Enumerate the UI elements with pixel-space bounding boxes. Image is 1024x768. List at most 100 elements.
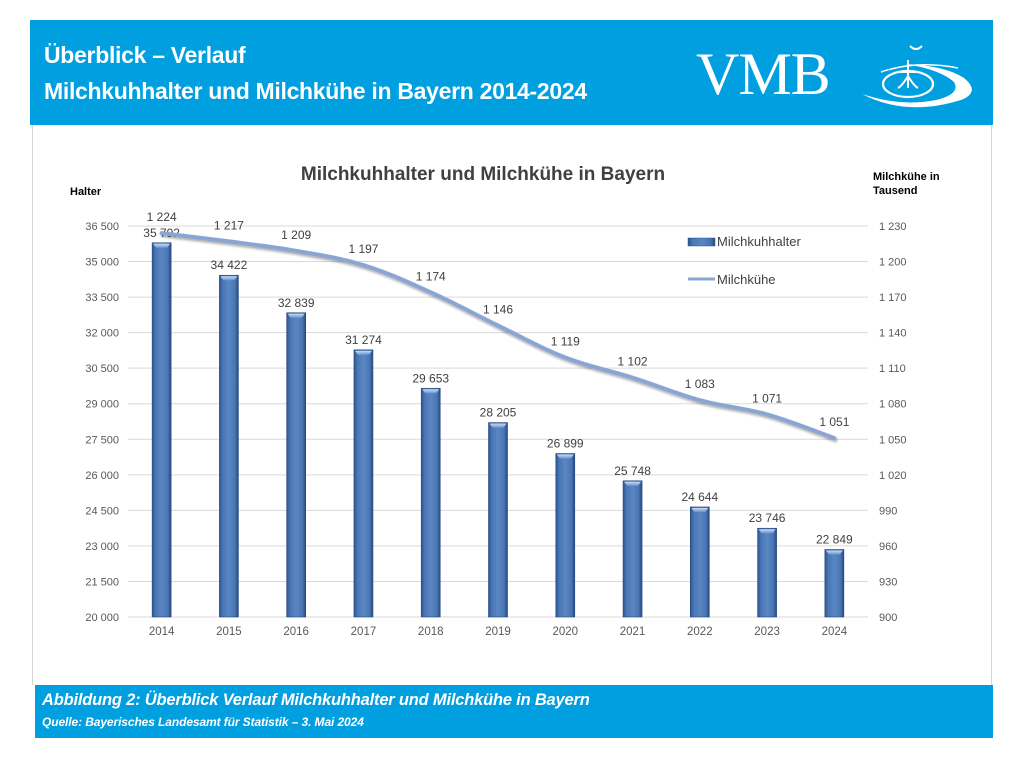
bar-cap xyxy=(489,423,507,428)
bar-cap xyxy=(556,454,574,459)
bar xyxy=(622,480,643,618)
source-note: Quelle: Bayerisches Landesamt für Statis… xyxy=(42,715,364,729)
bar-data-label: 26 899 xyxy=(547,437,584,451)
bar-series-milchkuhhalter xyxy=(151,242,845,618)
y-right-tick-label: 1 200 xyxy=(879,257,907,269)
y-left-tick-label: 36 500 xyxy=(85,221,119,233)
bar-data-label: 29 653 xyxy=(412,371,449,385)
vmb-logo-icon xyxy=(862,45,972,108)
y-right-tick-label: 1 050 xyxy=(879,434,907,446)
bar-2022 xyxy=(690,506,710,618)
line-data-label: 1 146 xyxy=(483,303,513,317)
bar xyxy=(488,422,508,618)
legend-item-milchkuehe: Milchkühe xyxy=(717,272,776,287)
bar-cap xyxy=(422,389,440,394)
bar xyxy=(690,506,710,618)
bar-2020 xyxy=(555,453,576,618)
bar-cap xyxy=(287,313,305,318)
header-band: Überblick – Verlauf Milchkuhhalter und M… xyxy=(30,20,993,125)
chart-title: Milchkuhhalter und Milchkühe in Bayern xyxy=(301,164,665,185)
line-data-label: 1 083 xyxy=(685,377,715,391)
x-tick-label: 2017 xyxy=(351,626,377,638)
y-left-ticks: 20 000 21 500 23 000 24 500 26 000 27 500 29 0… xyxy=(85,221,119,624)
bar xyxy=(420,387,441,618)
bar-2024 xyxy=(824,549,845,618)
y-left-tick-label: 26 000 xyxy=(85,470,119,482)
y-right-tick-label: 1 170 xyxy=(879,292,907,304)
bar-2016 xyxy=(286,312,306,618)
bar-cap xyxy=(220,276,238,281)
vmb-logo: VMB xyxy=(696,42,986,112)
y-right-tick-label: 960 xyxy=(879,541,897,553)
bar xyxy=(824,549,845,618)
bar xyxy=(555,453,576,618)
bar-cap xyxy=(624,481,642,486)
bar-2019 xyxy=(488,422,508,618)
y-left-tick-label: 33 500 xyxy=(85,292,119,304)
legend: Milchkuhhalter Milchkühe xyxy=(687,234,801,287)
x-tick-label: 2018 xyxy=(418,626,444,638)
x-tick-label: 2015 xyxy=(216,626,242,638)
line-data-label: 1 217 xyxy=(214,218,244,232)
bar-2021 xyxy=(622,480,643,618)
y-right-tick-label: 1 080 xyxy=(879,399,907,411)
bar-data-label: 31 274 xyxy=(345,333,382,347)
bar xyxy=(353,349,374,618)
line-data-label: 1 209 xyxy=(281,228,311,242)
y-left-tick-label: 27 500 xyxy=(85,434,119,446)
x-tick-label: 2014 xyxy=(149,626,175,638)
line-data-label: 1 119 xyxy=(551,335,580,349)
y-right-axis-label-line2: Tausend xyxy=(873,185,917,197)
bar-cap xyxy=(153,243,171,248)
logo-text: VMB xyxy=(696,41,831,107)
y-right-ticks: 900 930 960 990 1 020 1 050 1 080 1 110 1 140 1 1… xyxy=(879,221,907,624)
bar-2015 xyxy=(219,274,239,618)
legend-item-milchkuhhalter: Milchkuhhalter xyxy=(717,234,801,249)
bar-data-label: 23 746 xyxy=(749,511,786,525)
x-tick-label: 2024 xyxy=(822,626,848,638)
chart-frame: Milchkuhhalter und Milchkühe in Bayern H… xyxy=(32,125,992,685)
y-left-tick-label: 23 000 xyxy=(85,541,119,553)
y-left-tick-label: 20 000 xyxy=(85,612,119,624)
y-right-tick-label: 1 140 xyxy=(879,328,907,340)
x-tick-label: 2020 xyxy=(552,626,578,638)
bar-cap xyxy=(691,507,709,512)
bar-2017 xyxy=(353,349,374,618)
line-data-label: 1 197 xyxy=(348,242,378,256)
footer-band: Abbildung 2: Überblick Verlauf Milchkuhh… xyxy=(35,685,993,738)
y-right-axis-label-line1: Milchkühe in xyxy=(873,171,940,183)
bar-cap xyxy=(825,550,843,555)
line-data-label: 1 051 xyxy=(819,415,849,429)
x-axis-ticks: 2014 2015 2016 2017 2018 2019 2020 2021 2022 2023… xyxy=(149,626,848,638)
y-right-tick-label: 1 230 xyxy=(879,221,907,233)
chart-svg: Milchkuhhalter und Milchkühe in Bayern H… xyxy=(70,164,940,638)
line-data-label: 1 071 xyxy=(752,391,782,405)
x-tick-label: 2023 xyxy=(754,626,780,638)
bar xyxy=(219,274,239,618)
line-data-labels: 1 224 1 217 1 209 1 197 1 174 1 146 1 119 1 102… xyxy=(147,210,850,429)
y-left-tick-label: 29 000 xyxy=(85,399,119,411)
x-tick-label: 2016 xyxy=(283,626,309,638)
bar-2018 xyxy=(420,387,441,618)
line-series-milchkuehe xyxy=(159,231,837,441)
bar xyxy=(757,527,777,618)
bar-data-label: 34 422 xyxy=(211,258,248,272)
bar-data-label: 22 849 xyxy=(816,532,853,546)
x-tick-label: 2021 xyxy=(620,626,646,638)
bar-data-label: 24 644 xyxy=(681,490,718,504)
bar-data-label: 32 839 xyxy=(278,296,315,310)
y-left-tick-label: 35 000 xyxy=(85,257,119,269)
line-data-label: 1 174 xyxy=(416,269,446,283)
y-right-tick-label: 930 xyxy=(879,576,897,588)
y-left-tick-label: 30 500 xyxy=(85,363,119,375)
bar-data-label: 28 205 xyxy=(480,406,517,420)
y-left-tick-label: 21 500 xyxy=(85,576,119,588)
y-right-tick-label: 900 xyxy=(879,612,897,624)
y-left-tick-label: 32 000 xyxy=(85,328,119,340)
header-title-line2: Milchkuhhalter und Milchkühe in Bayern 2… xyxy=(44,78,587,104)
y-right-tick-label: 1 020 xyxy=(879,470,907,482)
line-data-label: 1 224 xyxy=(147,210,177,224)
bar xyxy=(151,242,172,618)
header-title-line1: Überblick – Verlauf xyxy=(44,42,246,68)
figure-caption: Abbildung 2: Überblick Verlauf Milchkuhh… xyxy=(42,691,590,709)
